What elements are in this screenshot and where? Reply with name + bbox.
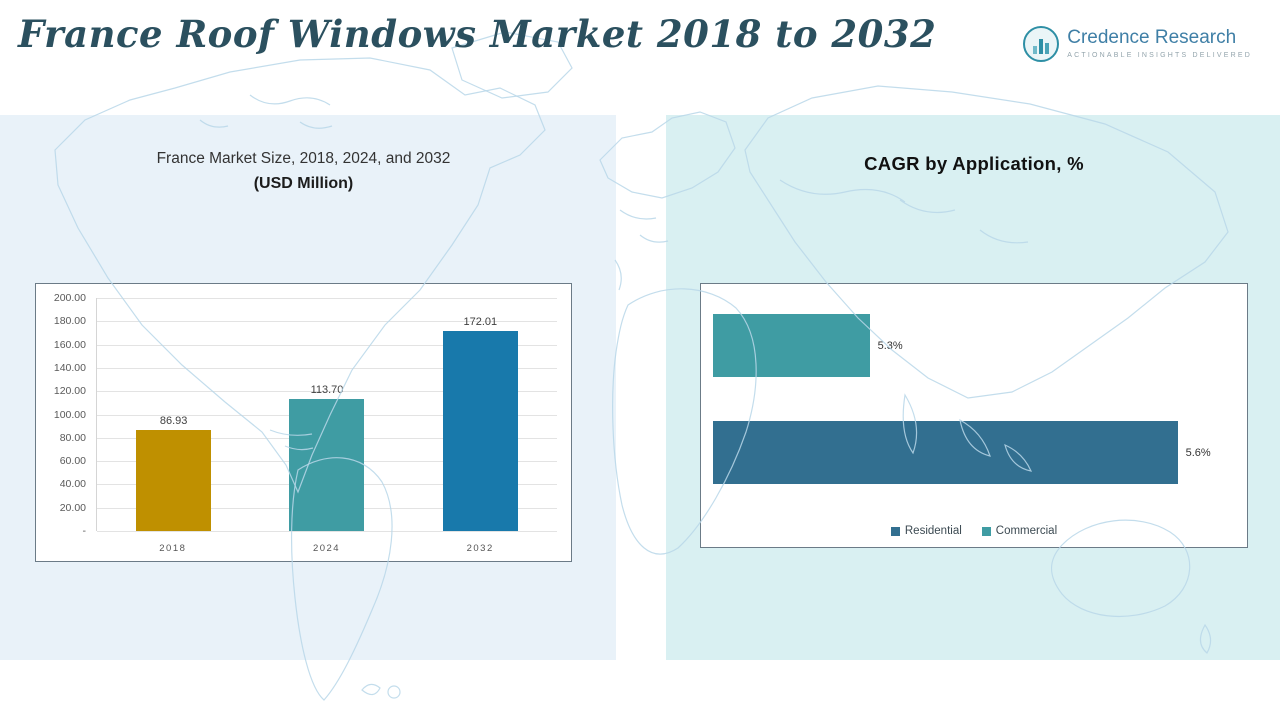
x-category-label: 2032	[466, 543, 494, 554]
hbar-residential	[713, 421, 1178, 484]
y-tick-label: 140.00	[53, 361, 86, 374]
hbar-row-residential: 5.6%	[713, 421, 1235, 484]
y-tick-label: 80.00	[59, 431, 86, 444]
bar-value-label: 172.01	[463, 315, 498, 328]
gridline	[97, 531, 557, 532]
market-size-chart: 200.00 180.00 160.00 140.00 120.00 100.00 80.0…	[35, 283, 572, 562]
brand-tagline: Actionable Insights Delivered	[1067, 52, 1252, 60]
bar-chart-logo-icon	[1023, 26, 1060, 62]
logo-bar	[1033, 46, 1038, 54]
brand-name: Credence Research	[1067, 27, 1237, 49]
legend-swatch	[890, 526, 900, 536]
brand-text: Credence Research Actionable Insights De…	[1067, 27, 1252, 60]
cagr-chart-title: CAGR by Application, %	[864, 153, 1084, 174]
legend-label: Residential	[904, 525, 962, 537]
legend-label: Commercial	[995, 525, 1058, 537]
legend-swatch	[981, 526, 991, 536]
y-tick-label: 160.00	[53, 338, 86, 351]
bar-slot: 86.93	[97, 415, 250, 531]
map-small-islands	[361, 683, 401, 699]
x-category-label: 2018	[159, 543, 187, 554]
hbar-value-label: 5.3%	[877, 339, 903, 352]
market-size-chart-title: France Market Size, 2018, 2024, and 2032…	[35, 150, 572, 193]
bar-slot: 113.70	[250, 384, 403, 531]
y-tick-label: 20.00	[59, 501, 86, 514]
page-title: France Roof Windows Market 2018 to 2032	[18, 12, 937, 56]
hbar-row-commercial: 5.3%	[713, 314, 1235, 377]
bar-2032	[442, 330, 518, 531]
market-size-title-line1: France Market Size, 2018, 2024, and 2032	[156, 150, 451, 167]
y-tick-label: 60.00	[59, 455, 86, 468]
credence-research-logo: Credence Research Actionable Insights De…	[1023, 26, 1252, 62]
bar-2024	[289, 398, 365, 531]
bar-slots: 86.93 113.70 172.01	[97, 298, 557, 531]
y-tick-label: 120.00	[53, 385, 86, 398]
cagr-bars: 5.3% 5.6%	[713, 314, 1235, 484]
hbar-commercial	[713, 314, 870, 377]
bar-2018	[136, 429, 212, 531]
bar-slot: 172.01	[404, 316, 557, 531]
legend-item-residential: Residential	[890, 525, 962, 537]
hbar-value-label: 5.6%	[1185, 446, 1211, 459]
y-tick-label: 100.00	[53, 408, 86, 421]
bar-value-label: 113.70	[310, 383, 344, 396]
y-tick-label: 40.00	[59, 478, 86, 491]
y-tick-label: 180.00	[53, 315, 86, 328]
y-tick-label: -	[82, 525, 87, 537]
market-size-categories: 2018 2024 2032	[96, 543, 557, 554]
cagr-chart: 5.3% 5.6% Residential Commercial	[700, 283, 1248, 548]
logo-bar	[1039, 39, 1044, 54]
market-size-title-line2: (USD Million)	[253, 175, 354, 192]
cagr-legend: Residential Commercial	[701, 525, 1247, 537]
logo-bar	[1045, 43, 1050, 54]
x-category-label: 2024	[312, 543, 341, 554]
market-size-plot: 86.93 113.70 172.01	[96, 298, 557, 532]
y-tick-label: 200.00	[53, 292, 86, 304]
legend-item-commercial: Commercial	[981, 525, 1058, 537]
bar-value-label: 86.93	[159, 414, 188, 427]
market-size-yaxis: 200.00 180.00 160.00 140.00 120.00 100.00 80.0…	[36, 292, 92, 537]
map-europe-detail	[614, 209, 669, 291]
